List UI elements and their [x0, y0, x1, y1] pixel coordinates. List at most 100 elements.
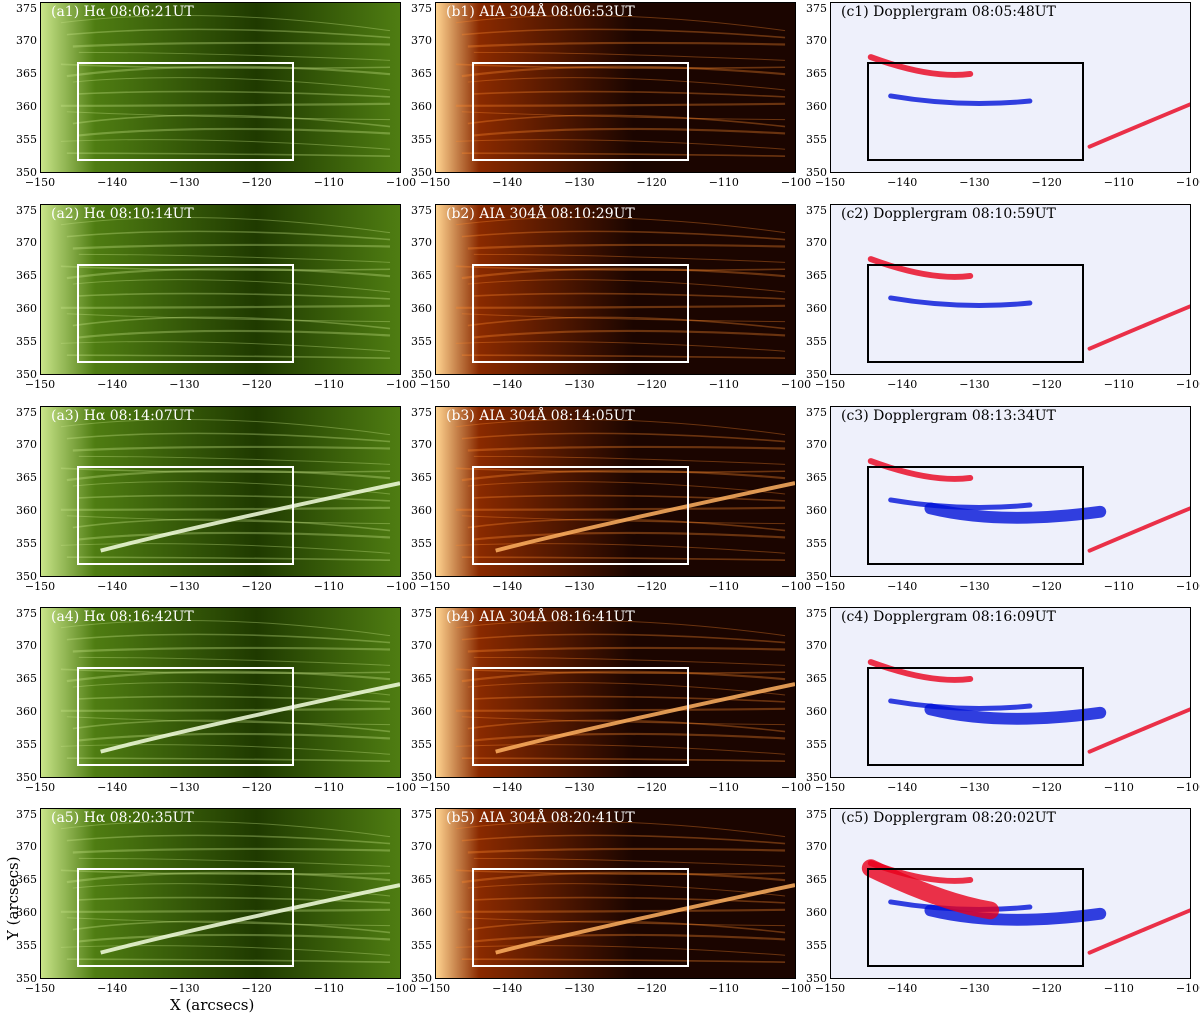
fibril-streak [66, 267, 391, 280]
panel-image [436, 3, 795, 172]
fibril-streak [467, 316, 786, 330]
y-tick-label: 355 [411, 537, 432, 551]
panel-image-background [41, 407, 400, 576]
region-of-interest-box [472, 466, 689, 565]
x-tick-label: −140 [97, 781, 128, 794]
panel-image [41, 3, 400, 172]
x-tick-label: −150 [24, 982, 56, 995]
y-tick-label: 350 [806, 570, 827, 583]
x-tick-label: −150 [419, 982, 451, 995]
x-tick-label: −130 [959, 781, 990, 794]
x-tick-label: −120 [636, 176, 667, 189]
panel-image-background [831, 205, 1190, 374]
x-tick-label: −120 [636, 781, 667, 794]
y-tick-label: 370 [16, 438, 37, 452]
y-tick-label: 355 [411, 939, 432, 953]
x-tick-label: −130 [564, 982, 595, 995]
fibril-streak [455, 869, 786, 876]
y-tick-label: 370 [411, 236, 432, 250]
panel-image [436, 809, 795, 978]
x-tick-label: −100 [780, 176, 812, 189]
fibril-streak [461, 958, 786, 963]
doppler-feature [888, 698, 1033, 711]
panel-image-background [831, 3, 1190, 172]
y-tick-label: 370 [806, 34, 827, 48]
fibril-streak [66, 958, 391, 963]
fibril-streak [467, 279, 786, 293]
y-tick-label: 350 [411, 166, 432, 179]
y-tick-label: 375 [16, 807, 37, 821]
fibril-streak [455, 15, 786, 32]
panel-c3: (c3) Dopplergram 08:13:34UT [830, 406, 1191, 577]
y-tick-label: 375 [16, 405, 37, 419]
x-tick-label: −140 [492, 781, 523, 794]
x-tick-label: −140 [97, 378, 128, 391]
fibril-streak [60, 304, 391, 309]
fibril-streak [66, 313, 391, 323]
y-tick-label: 365 [16, 471, 37, 485]
fibril-streak [455, 908, 786, 913]
fibril-streak [66, 834, 391, 845]
x-tick-label: −100 [1175, 580, 1200, 593]
x-tick-label: −120 [1031, 781, 1062, 794]
doppler-feature [1087, 102, 1190, 149]
fibril-streak [467, 481, 786, 495]
y-tick-label: 360 [16, 906, 37, 920]
doppler-feature [924, 904, 1107, 926]
x-tick-label: −150 [814, 781, 846, 794]
fibril-streak [72, 243, 391, 250]
x-tick-label: −110 [313, 781, 344, 794]
x-tick-label: −110 [313, 378, 344, 391]
panel-image [41, 407, 400, 576]
fibril-streak [461, 670, 786, 683]
y-tick-label: 350 [806, 166, 827, 179]
panel-image [436, 407, 795, 576]
fibril-streak [467, 719, 786, 733]
y-tick-label: 360 [16, 100, 37, 114]
y-tick-label: 375 [806, 807, 827, 821]
y-tick-label: 370 [16, 34, 37, 48]
panel-b5: (b5) AIA 304Å 08:20:41UT [435, 808, 796, 979]
y-tick-label: 350 [806, 368, 827, 381]
y-tick-label: 365 [411, 672, 432, 686]
region-of-interest-box [867, 62, 1084, 161]
fibril-streak [78, 455, 391, 465]
x-tick-label: −120 [241, 176, 272, 189]
x-tick-label: −120 [636, 580, 667, 593]
fibril-streak [60, 620, 391, 637]
x-tick-label: −150 [419, 378, 451, 391]
y-tick-label: 350 [16, 368, 37, 381]
fibril-streak [461, 716, 786, 726]
panel-b2: (b2) AIA 304Å 08:10:29UT [435, 204, 796, 375]
y-tick-label: 370 [411, 639, 432, 653]
fibril-streak [473, 933, 786, 943]
fibril-streak [473, 732, 786, 742]
x-tick-label: −150 [24, 176, 56, 189]
fibril-streak [467, 920, 786, 934]
x-tick-label: −130 [959, 982, 990, 995]
fibril-streak [78, 90, 391, 98]
panel-image-background [41, 809, 400, 978]
fibril-streak [455, 821, 786, 838]
fibril-streak [60, 908, 391, 913]
fibril-streak [467, 41, 786, 48]
region-of-interest-box [867, 868, 1084, 967]
doppler-feature [888, 295, 1033, 308]
fibril-streak [455, 620, 786, 637]
fibril-streak [455, 945, 786, 956]
fibril-streak [72, 719, 391, 733]
bright-flare-ribbon [100, 883, 400, 955]
y-tick-label: 375 [806, 1, 827, 15]
y-tick-label: 360 [806, 906, 827, 920]
x-tick-label: −110 [708, 781, 739, 794]
fibril-streak [72, 41, 391, 48]
panel-a1: (a1) Hα 08:06:21UT [40, 2, 401, 173]
fibril-streak [467, 77, 786, 91]
y-tick-label: 350 [411, 570, 432, 583]
fibril-streak [72, 316, 391, 330]
y-tick-label: 355 [411, 335, 432, 349]
panel-image [41, 809, 400, 978]
y-tick-label: 365 [806, 672, 827, 686]
doppler-feature [867, 458, 974, 482]
bright-flare-ribbon [495, 883, 795, 955]
